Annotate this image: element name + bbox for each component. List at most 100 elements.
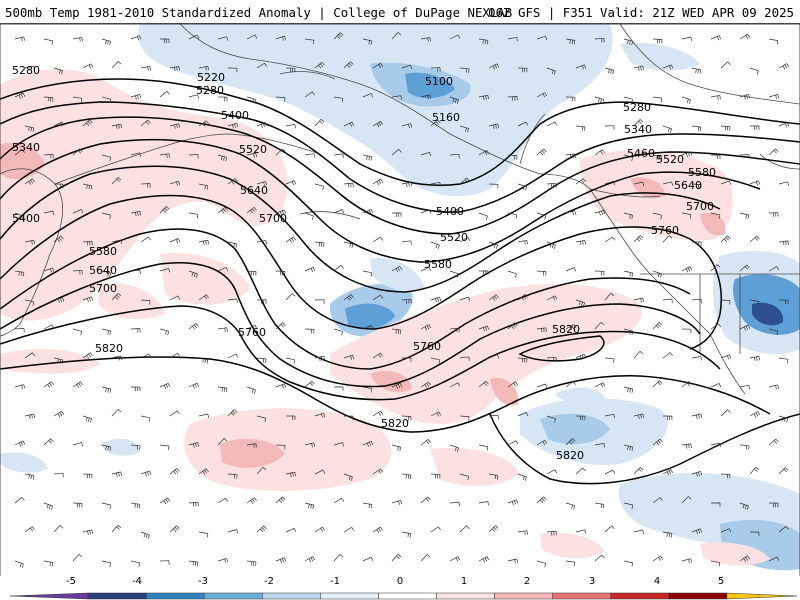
wind-barb: [362, 324, 374, 330]
wind-barb: [739, 212, 750, 219]
wind-barb: [111, 355, 123, 361]
wind-barb: [681, 212, 692, 219]
wind-barb: [256, 181, 268, 186]
wind-barb: [372, 178, 384, 186]
wind-barb: [691, 241, 702, 246]
wind-barb: [130, 93, 142, 100]
wind-barb: [188, 323, 199, 330]
contour-label: 5400: [12, 212, 40, 225]
wind-barb: [478, 325, 490, 332]
wind-barb: [488, 294, 499, 301]
wind-barb: [72, 328, 83, 336]
wind-barb: [623, 560, 634, 567]
wind-barb: [227, 122, 239, 129]
wind-barb: [536, 560, 547, 568]
wind-barb: [256, 299, 267, 304]
colorbar-segment: [9, 592, 89, 600]
wind-barb: [169, 295, 181, 301]
wind-barb: [517, 530, 528, 536]
wind-barb: [24, 65, 35, 71]
wind-barb: [101, 38, 112, 46]
wind-barb: [285, 67, 296, 73]
wind-barb: [681, 381, 692, 388]
wind-barb: [256, 62, 267, 69]
wind-barb: [604, 67, 615, 75]
wind-barb: [681, 558, 693, 564]
contour-label: 5280: [12, 64, 40, 77]
wind-barb: [420, 496, 431, 504]
wind-barb: [101, 560, 112, 567]
wind-barb: [43, 38, 54, 45]
wind-barb: [169, 180, 181, 186]
wind-barb: [285, 180, 297, 186]
colorbar-segment: [552, 592, 612, 600]
wind-barb: [459, 67, 470, 73]
wind-barb: [652, 322, 663, 330]
wind-barb: [217, 558, 229, 563]
wind-barb: [72, 96, 83, 103]
wind-barb: [778, 299, 789, 305]
wind-barb: [546, 415, 556, 423]
wind-barb: [778, 415, 789, 423]
contour-label: 5760: [651, 224, 679, 237]
wind-barb: [691, 125, 702, 132]
wind-barb: [478, 38, 489, 45]
contour-label: 5460: [627, 147, 655, 160]
wind-barb: [14, 440, 26, 447]
wind-barb: [594, 96, 605, 104]
wind-barb: [198, 294, 209, 301]
wind-barb: [739, 33, 750, 40]
wind-barb: [372, 236, 383, 243]
wind-barb: [362, 556, 374, 562]
colorbar-segment: [203, 592, 263, 600]
wind-barb: [565, 324, 577, 331]
wind-barb: [720, 61, 731, 69]
wind-barb: [53, 297, 65, 303]
contour-label: 5580: [89, 245, 117, 258]
wind-barb: [130, 152, 142, 157]
wind-barb: [217, 267, 229, 272]
wind-barb: [633, 297, 645, 303]
wind-barb: [188, 501, 199, 507]
wind-barb: [710, 264, 721, 272]
wind-barb: [478, 556, 490, 563]
wind-barb: [459, 525, 470, 533]
wind-barb: [362, 440, 374, 447]
wind-barb: [594, 37, 605, 43]
wind-barb: [633, 467, 644, 475]
wind-barb: [768, 212, 779, 217]
wind-barb: [140, 470, 152, 477]
wind-barb: [343, 415, 354, 421]
wind-barb: [575, 125, 586, 131]
wind-barb: [53, 183, 64, 189]
wind-barb: [275, 270, 286, 276]
wind-barb: [159, 91, 170, 98]
wind-barb: [217, 327, 228, 333]
wind-barb: [217, 386, 228, 393]
wind-barb: [217, 154, 228, 162]
wind-barb: [14, 384, 26, 390]
wind-barb: [275, 496, 286, 504]
wind-barb: [285, 357, 296, 364]
wind-barb: [420, 324, 432, 331]
wind-barb: [217, 96, 228, 102]
wind-barb: [256, 240, 267, 245]
wind-barb: [749, 180, 761, 186]
wind-barb: [778, 63, 790, 70]
wind-barb: [507, 36, 518, 42]
wind-barb: [459, 296, 471, 301]
wind-barb: [140, 119, 151, 127]
wind-barb: [101, 154, 112, 162]
wind-barb: [362, 208, 374, 215]
wind-barb: [662, 352, 673, 359]
wind-barb: [304, 442, 316, 448]
wind-barb: [546, 121, 558, 127]
wind-barb: [372, 120, 384, 128]
contour-label: 5760: [413, 340, 441, 353]
wind-barb: [101, 386, 112, 393]
wind-barb: [768, 148, 779, 156]
height-contours: [0, 78, 800, 485]
colorbar: -5 -4 -3 -2 -1 0 1 2 3 4 5: [0, 576, 800, 600]
wind-barb: [343, 527, 355, 533]
